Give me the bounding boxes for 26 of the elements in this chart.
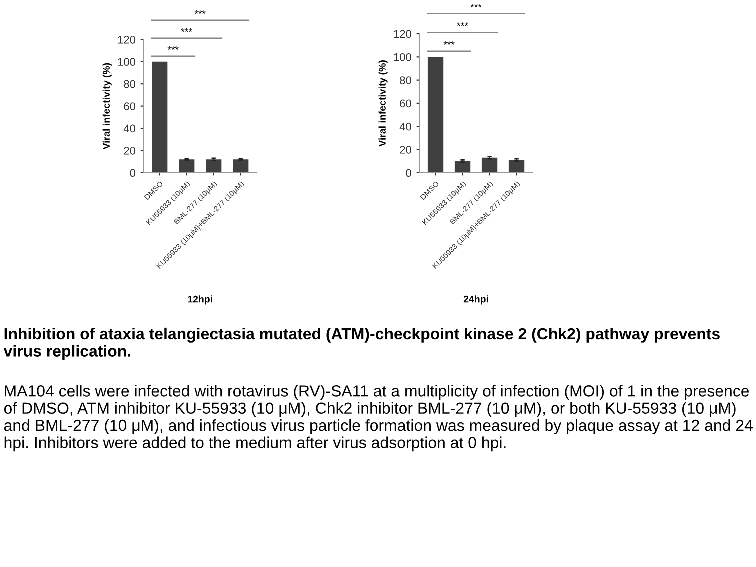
text: *** — [470, 4, 482, 8]
text: *** — [181, 28, 192, 32]
x-axis-title: 12hpi — [188, 296, 212, 305]
text: *** — [194, 10, 206, 14]
y-tick-label: 40 — [124, 124, 136, 133]
y-tick-label: 60 — [124, 102, 136, 110]
y-tick-label: 120 — [118, 36, 136, 44]
y-tick-label: 80 — [400, 76, 412, 84]
y-tick-label: 60 — [400, 100, 412, 108]
y-axis-title: Viral infectivity (%) — [378, 60, 388, 147]
x-axis-title: 24hpi — [464, 296, 488, 305]
y-tick-label: 100 — [394, 53, 412, 62]
y-tick-label: 0 — [406, 169, 412, 178]
y-tick-label: 80 — [124, 80, 136, 88]
y-tick-label: 20 — [400, 146, 412, 154]
y-tick-label: 120 — [394, 30, 412, 38]
y-tick-label: 0 — [130, 169, 136, 178]
y-tick-label: 20 — [124, 146, 136, 155]
y-tick-label: 40 — [400, 122, 412, 131]
y-axis-title: Viral infectivity (%) — [102, 63, 112, 150]
annotation: *** — [168, 46, 179, 50]
annotation: *** — [444, 42, 455, 45]
text: Inhibition of ataxia telangiectasia mutated (ATM)-checkpoint kinase 2 (Chk2) pathway prevents virus replication. — [4, 328, 720, 360]
text: MA104 cells were infected with rotavirus (RV)-SA11 at a multiplicity of infection (MOI) of 1 in the presence of DMSO, ATM inhibitor KU-55933 (10 μM), Chk2 inhibitor BML-277 (10 μM), or both KU-55933 (10 μM) and BML-277 (10 μM), and infectious virus particle formation was measured by plaque assay at 12 and 24 hpi. Inhibitors were added to the medium after virus adsorption at 0 hpi. — [4, 385, 753, 452]
y-tick-label: 100 — [118, 58, 136, 66]
text: *** — [457, 22, 468, 26]
